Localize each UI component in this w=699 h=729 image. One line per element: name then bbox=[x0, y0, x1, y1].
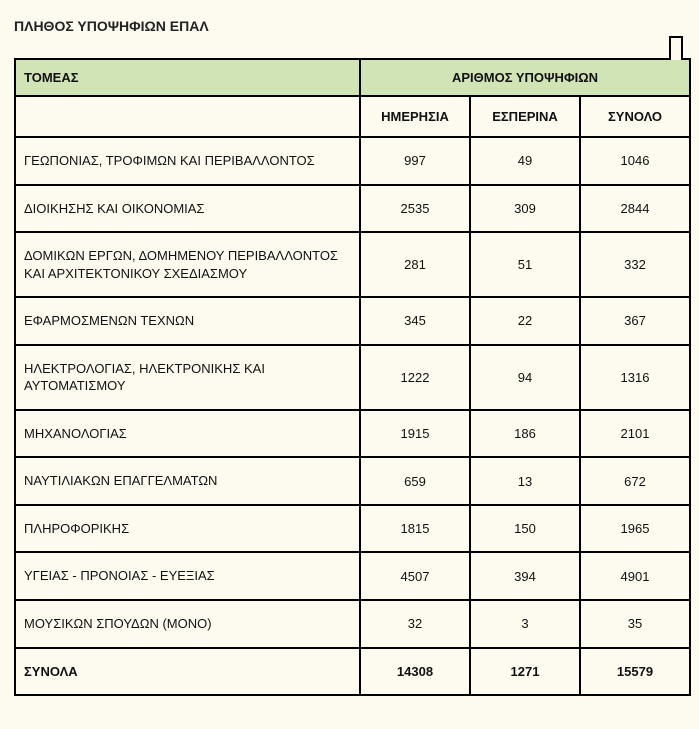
cell-sector: ΜΗΧΑΝΟΛΟΓΙΑΣ bbox=[15, 410, 360, 458]
table-row: ΕΦΑΡΜΟΣΜΕΝΩΝ ΤΕΧΝΩΝ 345 22 367 bbox=[15, 297, 690, 345]
table-header-row-1: ΤΟΜΕΑΣ ΑΡΙΘΜΟΣ ΥΠΟΨΗΦΙΩΝ bbox=[15, 59, 690, 96]
cell-sector: ΔΙΟΙΚΗΣΗΣ ΚΑΙ ΟΙΚΟΝΟΜΙΑΣ bbox=[15, 185, 360, 233]
cell-evening: 3 bbox=[470, 600, 580, 648]
cell-day: 2535 bbox=[360, 185, 470, 233]
cell-totals-total: 15579 bbox=[580, 648, 690, 696]
table-row: ΠΛΗΡΟΦΟΡΙΚΗΣ 1815 150 1965 bbox=[15, 505, 690, 553]
col-subhead-evening: ΕΣΠΕΡΙΝΑ bbox=[470, 96, 580, 137]
table-totals-row: ΣΥΝΟΛΑ 14308 1271 15579 bbox=[15, 648, 690, 696]
table-row: ΥΓΕΙΑΣ - ΠΡΟΝΟΙΑΣ - ΕΥΕΞΙΑΣ 4507 394 490… bbox=[15, 552, 690, 600]
cell-total: 2101 bbox=[580, 410, 690, 458]
cell-sector: ΕΦΑΡΜΟΣΜΕΝΩΝ ΤΕΧΝΩΝ bbox=[15, 297, 360, 345]
cell-day: 32 bbox=[360, 600, 470, 648]
corner-tab bbox=[669, 36, 683, 60]
cell-total: 4901 bbox=[580, 552, 690, 600]
cell-sector: ΔΟΜΙΚΩΝ ΕΡΓΩΝ, ΔΟΜΗΜΕΝΟΥ ΠΕΡΙΒΑΛΛΟΝΤΟΣ Κ… bbox=[15, 232, 360, 297]
cell-totals-day: 14308 bbox=[360, 648, 470, 696]
cell-evening: 394 bbox=[470, 552, 580, 600]
col-header-sector: ΤΟΜΕΑΣ bbox=[15, 59, 360, 96]
table-row: ΓΕΩΠΟΝΙΑΣ, ΤΡΟΦΙΜΩΝ ΚΑΙ ΠΕΡΙΒΑΛΛΟΝΤΟΣ 99… bbox=[15, 137, 690, 185]
cell-sector: ΝΑΥΤΙΛΙΑΚΩΝ ΕΠΑΓΓΕΛΜΑΤΩΝ bbox=[15, 457, 360, 505]
cell-day: 4507 bbox=[360, 552, 470, 600]
cell-sector: ΠΛΗΡΟΦΟΡΙΚΗΣ bbox=[15, 505, 360, 553]
cell-total: 35 bbox=[580, 600, 690, 648]
cell-day: 345 bbox=[360, 297, 470, 345]
table-row: ΝΑΥΤΙΛΙΑΚΩΝ ΕΠΑΓΓΕΛΜΑΤΩΝ 659 13 672 bbox=[15, 457, 690, 505]
cell-evening: 22 bbox=[470, 297, 580, 345]
cell-day: 659 bbox=[360, 457, 470, 505]
col-subhead-day: ΗΜΕΡΗΣΙΑ bbox=[360, 96, 470, 137]
table-row: ΜΟΥΣΙΚΩΝ ΣΠΟΥΔΩΝ (ΜΟΝΟ) 32 3 35 bbox=[15, 600, 690, 648]
cell-evening: 49 bbox=[470, 137, 580, 185]
table-body: ΓΕΩΠΟΝΙΑΣ, ΤΡΟΦΙΜΩΝ ΚΑΙ ΠΕΡΙΒΑΛΛΟΝΤΟΣ 99… bbox=[15, 137, 690, 695]
cell-evening: 94 bbox=[470, 345, 580, 410]
cell-total: 367 bbox=[580, 297, 690, 345]
cell-day: 281 bbox=[360, 232, 470, 297]
cell-sector: ΥΓΕΙΑΣ - ΠΡΟΝΟΙΑΣ - ΕΥΕΞΙΑΣ bbox=[15, 552, 360, 600]
cell-total: 332 bbox=[580, 232, 690, 297]
cell-day: 1815 bbox=[360, 505, 470, 553]
col-header-count-group: ΑΡΙΘΜΟΣ ΥΠΟΨΗΦΙΩΝ bbox=[360, 59, 690, 96]
cell-evening: 51 bbox=[470, 232, 580, 297]
col-subhead-empty bbox=[15, 96, 360, 137]
col-subhead-total: ΣΥΝΟΛΟ bbox=[580, 96, 690, 137]
cell-day: 997 bbox=[360, 137, 470, 185]
cell-total: 2844 bbox=[580, 185, 690, 233]
table-row: ΜΗΧΑΝΟΛΟΓΙΑΣ 1915 186 2101 bbox=[15, 410, 690, 458]
cell-sector: ΜΟΥΣΙΚΩΝ ΣΠΟΥΔΩΝ (ΜΟΝΟ) bbox=[15, 600, 360, 648]
cell-totals-evening: 1271 bbox=[470, 648, 580, 696]
cell-evening: 309 bbox=[470, 185, 580, 233]
table-row: ΔΙΟΙΚΗΣΗΣ ΚΑΙ ΟΙΚΟΝΟΜΙΑΣ 2535 309 2844 bbox=[15, 185, 690, 233]
cell-evening: 150 bbox=[470, 505, 580, 553]
cell-sector: ΓΕΩΠΟΝΙΑΣ, ΤΡΟΦΙΜΩΝ ΚΑΙ ΠΕΡΙΒΑΛΛΟΝΤΟΣ bbox=[15, 137, 360, 185]
page-title: ΠΛΗΘΟΣ ΥΠΟΨΗΦΙΩΝ ΕΠΑΛ bbox=[14, 18, 685, 34]
cell-evening: 186 bbox=[470, 410, 580, 458]
cell-total: 1046 bbox=[580, 137, 690, 185]
cell-evening: 13 bbox=[470, 457, 580, 505]
table-row: ΔΟΜΙΚΩΝ ΕΡΓΩΝ, ΔΟΜΗΜΕΝΟΥ ΠΕΡΙΒΑΛΛΟΝΤΟΣ Κ… bbox=[15, 232, 690, 297]
cell-total: 1965 bbox=[580, 505, 690, 553]
cell-totals-label: ΣΥΝΟΛΑ bbox=[15, 648, 360, 696]
cell-total: 672 bbox=[580, 457, 690, 505]
cell-day: 1915 bbox=[360, 410, 470, 458]
candidates-table: ΤΟΜΕΑΣ ΑΡΙΘΜΟΣ ΥΠΟΨΗΦΙΩΝ ΗΜΕΡΗΣΙΑ ΕΣΠΕΡΙ… bbox=[14, 58, 691, 696]
cell-day: 1222 bbox=[360, 345, 470, 410]
table-header-row-2: ΗΜΕΡΗΣΙΑ ΕΣΠΕΡΙΝΑ ΣΥΝΟΛΟ bbox=[15, 96, 690, 137]
table-container: ΤΟΜΕΑΣ ΑΡΙΘΜΟΣ ΥΠΟΨΗΦΙΩΝ ΗΜΕΡΗΣΙΑ ΕΣΠΕΡΙ… bbox=[14, 58, 682, 696]
cell-total: 1316 bbox=[580, 345, 690, 410]
cell-sector: ΗΛΕΚΤΡΟΛΟΓΙΑΣ, ΗΛΕΚΤΡΟΝΙΚΗΣ ΚΑΙ ΑΥΤΟΜΑΤΙ… bbox=[15, 345, 360, 410]
table-row: ΗΛΕΚΤΡΟΛΟΓΙΑΣ, ΗΛΕΚΤΡΟΝΙΚΗΣ ΚΑΙ ΑΥΤΟΜΑΤΙ… bbox=[15, 345, 690, 410]
